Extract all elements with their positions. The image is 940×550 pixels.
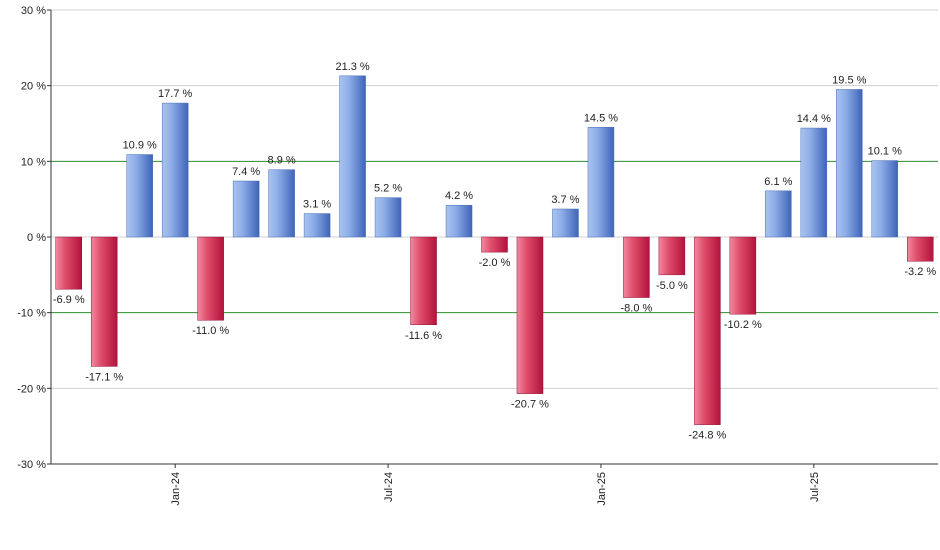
bar-value-label: -11.0 % [192, 325, 229, 337]
x-tick-label: Jul-25 [809, 472, 821, 502]
bar-value-label: 3.7 % [551, 194, 579, 206]
bar-value-label: 4.2 % [445, 190, 473, 202]
y-tick-label: 0 % [27, 232, 46, 244]
bar [197, 236, 224, 321]
bar-value-label: -17.1 % [85, 371, 123, 383]
bar-value-label: 5.2 % [374, 183, 402, 195]
bar-value-label: -11.6 % [405, 330, 442, 342]
bar-value-label: -10.2 % [724, 319, 762, 331]
bar [339, 75, 366, 238]
x-tick-label: Jan-24 [170, 472, 182, 506]
y-tick-label: 20 % [21, 81, 46, 93]
bar [481, 236, 508, 253]
bar-value-label: -6.9 % [53, 294, 85, 306]
bar-value-label: -24.8 % [688, 430, 726, 442]
bar [871, 160, 899, 238]
bar-value-label: 6.1 % [764, 176, 792, 188]
bar-value-label: 3.1 % [303, 199, 331, 211]
bar-value-label: 14.5 % [584, 112, 618, 124]
bar [303, 213, 331, 238]
bar-value-label: 10.9 % [123, 140, 157, 152]
bar-value-label: -2.0 % [479, 257, 511, 269]
bar-value-label: 8.9 % [268, 155, 296, 167]
labels: -30 % -20 % -10 % 0 % 10 % 20 % 30 % -6.9 % -17.… [17, 5, 936, 506]
bar [410, 236, 437, 326]
bar [374, 197, 402, 238]
bar-value-label: -3.2 % [904, 266, 936, 278]
bar [55, 236, 82, 290]
bar-value-label: 19.5 % [832, 74, 866, 86]
bar [232, 180, 260, 238]
y-tick-label: 30 % [21, 5, 46, 17]
bar-value-label: 17.7 % [158, 88, 192, 100]
y-tick-label: 10 % [21, 156, 46, 168]
bar [836, 89, 863, 238]
bar-value-label: -20.7 % [511, 399, 549, 411]
y-tick-label: -30 % [17, 459, 46, 471]
bar-value-label: -8.0 % [621, 303, 653, 315]
bar [587, 127, 615, 238]
bar [907, 236, 934, 262]
bar [658, 236, 686, 276]
bar-value-label: 7.4 % [232, 166, 260, 178]
bar-value-label: 14.4 % [797, 113, 831, 125]
y-tick-label: -10 % [17, 308, 46, 320]
x-tick-label: Jan-25 [596, 472, 608, 506]
bar [90, 236, 118, 367]
bar-value-label: 10.1 % [868, 146, 902, 158]
bar [268, 169, 295, 238]
bars [55, 75, 934, 425]
bar [800, 127, 828, 238]
bar [126, 154, 153, 238]
bar [765, 190, 792, 238]
bar [445, 204, 473, 238]
bar [729, 236, 757, 315]
y-tick-label: -20 % [17, 383, 46, 395]
axes [47, 9, 938, 468]
bar [161, 102, 189, 238]
bar-value-label: 21.3 % [335, 61, 369, 73]
x-tick-label: Jul-24 [383, 472, 395, 502]
bar [694, 236, 721, 425]
bar [516, 236, 544, 394]
bar [623, 236, 650, 298]
bar [552, 208, 579, 238]
bar-value-label: -5.0 % [656, 280, 688, 292]
